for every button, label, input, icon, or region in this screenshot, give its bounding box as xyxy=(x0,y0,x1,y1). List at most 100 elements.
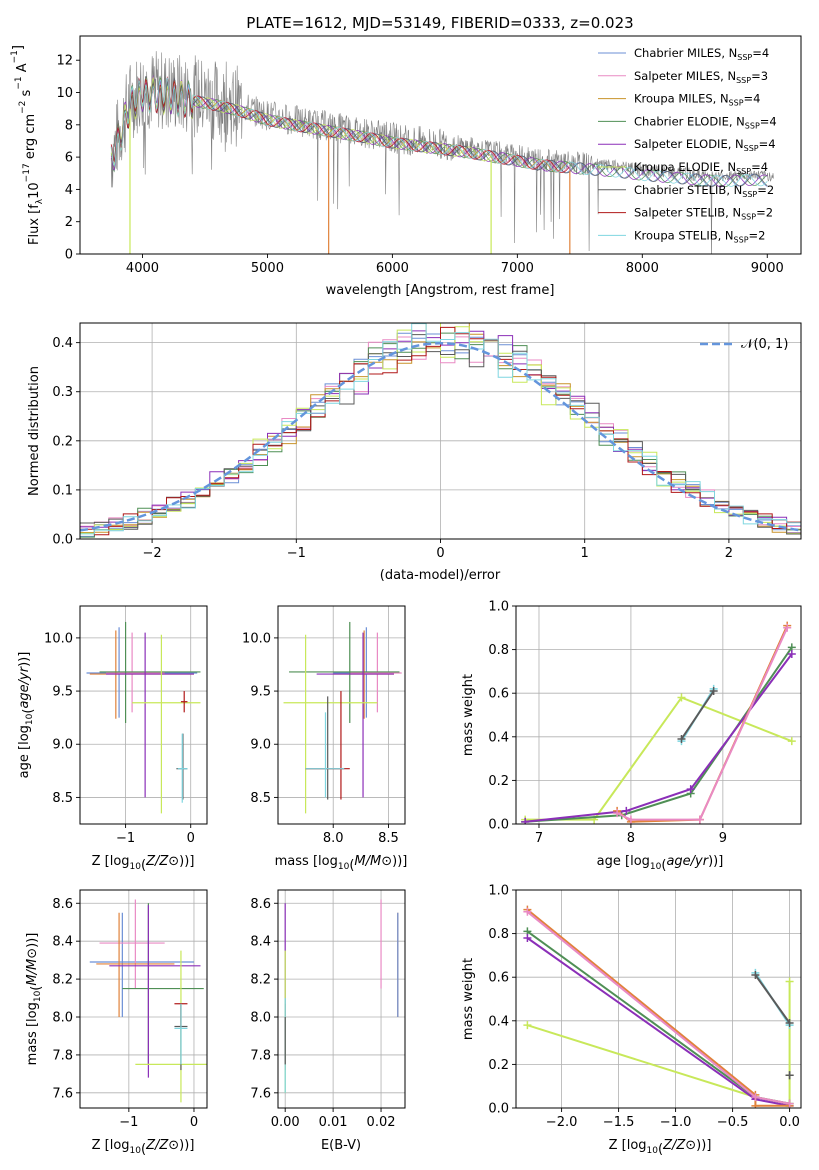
y-tick-label: 7.6 xyxy=(52,1086,73,1101)
weight-marker xyxy=(785,1018,794,1027)
x-tick-label: 1 xyxy=(581,546,589,561)
x-tick-label: 8 xyxy=(627,831,635,846)
model-spectrum xyxy=(110,76,570,173)
axes-frame xyxy=(79,889,208,1109)
model-spectrum xyxy=(110,76,768,187)
z-weight-axes: −2.0 −1.5 −1.0 −0.5 0.0 0.0 0.2 0.4 0.6 0.8 1.0 Z [… xyxy=(461,884,802,1157)
plot-area xyxy=(80,323,801,538)
y-tick-label: 9.0 xyxy=(52,738,73,753)
y-tick-label: 0 xyxy=(65,248,73,263)
model-spectrum xyxy=(110,77,768,187)
x-tick-label: 0.0 xyxy=(779,1115,800,1130)
plot-area xyxy=(521,621,796,824)
spectrum-axes: 4000 5000 6000 7000 8000 9000 0 2 4 6 8 10 12 Chabrie… xyxy=(10,35,802,298)
plot-area xyxy=(86,621,201,814)
weight-marker xyxy=(677,693,686,702)
weight-marker xyxy=(677,734,686,743)
normal-curve xyxy=(80,341,801,532)
ebv-mass-axes: 0.00 0.01 0.02 7.6 7.8 8.0 8.2 8.4 8.6 E(B-V) xyxy=(250,889,406,1153)
weight-marker xyxy=(787,737,796,746)
y-tick-label: 8.5 xyxy=(250,791,271,806)
y-tick-label: 0.0 xyxy=(488,1102,509,1117)
legend-label: Chabrier ELODIE, NSSP=4 xyxy=(634,114,777,130)
weight-marker xyxy=(751,1093,760,1102)
x-tick-label: 6000 xyxy=(376,261,409,276)
weight-marker xyxy=(521,817,530,824)
y-tick-label: 8.5 xyxy=(52,791,73,806)
weight-marker xyxy=(613,809,622,818)
y-tick-label: 9.0 xyxy=(250,738,271,753)
x-tick-label: 8000 xyxy=(626,261,659,276)
z-age-axes: −1 0 8.5 9.0 9.5 10.0 Z [log10(Z/Z⊙))] age [log… xyxy=(17,605,208,873)
weight-marker xyxy=(783,623,792,632)
y-tick-label: 8.4 xyxy=(52,935,73,950)
y-tick-label: 0.4 xyxy=(488,730,509,745)
y-tick-label: 7.8 xyxy=(52,1048,73,1063)
x-tick-label: 0 xyxy=(190,1115,198,1130)
weight-marker xyxy=(622,806,631,815)
y-tick-label: 10.0 xyxy=(242,631,271,646)
plot-area xyxy=(283,621,402,814)
y-tick-label: 7.8 xyxy=(250,1048,271,1063)
x-tick-label: −1 xyxy=(116,831,135,846)
y-tick-label: 1.0 xyxy=(488,600,509,615)
x-tick-label: 9 xyxy=(719,831,727,846)
y-tick-label: 8.6 xyxy=(52,897,73,912)
legend-label: Chabrier STELIB, NSSP=2 xyxy=(634,183,774,199)
plot-area xyxy=(110,51,774,254)
y-tick-label: 8.0 xyxy=(250,1011,271,1026)
weight-line xyxy=(525,646,793,823)
histogram-axes: −2 −1 0 1 2 0.0 0.1 0.2 0.3 0.4 𝒩(0, 1) (data-model… xyxy=(27,322,802,583)
x-tick-label: 8.5 xyxy=(378,831,399,846)
y-axis-label: mass weight xyxy=(461,674,476,756)
x-tick-label: −1 xyxy=(119,1115,138,1130)
x-tick-label: 4000 xyxy=(126,261,159,276)
x-tick-label: 9000 xyxy=(751,261,784,276)
y-tick-label: 9.5 xyxy=(250,685,271,700)
weight-marker xyxy=(523,1021,532,1030)
weight-line xyxy=(680,690,715,740)
histogram-step xyxy=(80,323,801,535)
weight-line xyxy=(754,974,791,1024)
y-axis-label: Normed distribution xyxy=(27,366,42,496)
legend-label: Salpeter STELIB, NSSP=2 xyxy=(634,206,773,222)
y-tick-label: 0.6 xyxy=(488,971,509,986)
weight-marker xyxy=(695,815,704,824)
mass-age-axes: 8.0 8.5 8.5 9.0 9.5 10.0 mass [log10(M/M⊙))] xyxy=(242,605,407,873)
y-tick-label: 0.2 xyxy=(488,1058,509,1073)
weight-marker xyxy=(626,815,635,824)
figure-title: PLATE=1612, MJD=53149, FIBERID=0333, z=0… xyxy=(246,14,633,32)
x-tick-label: 7 xyxy=(535,831,543,846)
y-tick-label: 8 xyxy=(65,118,73,133)
y-tick-label: 8.6 xyxy=(250,897,271,912)
x-tick-label: −2 xyxy=(143,546,162,561)
x-axis-label: age [log10(age/yr))] xyxy=(597,854,724,873)
legend-label: Chabrier MILES, NSSP=4 xyxy=(634,46,769,62)
y-tick-label: 0.1 xyxy=(52,483,73,498)
y-tick-label: 10.0 xyxy=(44,631,73,646)
weight-marker xyxy=(787,649,796,658)
axes-frame xyxy=(79,35,802,255)
axes-frame xyxy=(515,889,802,1109)
legend-label: 𝒩(0, 1) xyxy=(741,337,788,352)
y-tick-label: 4 xyxy=(65,183,73,198)
plot-area xyxy=(89,899,207,1103)
weight-marker xyxy=(785,1071,794,1080)
y-tick-label: 0.8 xyxy=(488,643,509,658)
legend-label: Salpeter ELODIE, NSSP=4 xyxy=(634,137,776,153)
y-tick-label: 1.0 xyxy=(488,884,509,899)
weight-line xyxy=(525,653,793,823)
legend-label: Salpeter MILES, NSSP=3 xyxy=(634,69,768,85)
weight-line xyxy=(616,627,789,821)
z-mass-axes: −1 0 7.6 7.8 8.0 8.2 8.4 8.6 Z [log10(Z/Z⊙))] mas… xyxy=(25,889,208,1157)
x-tick-label: −1 xyxy=(287,546,306,561)
weight-marker xyxy=(751,971,760,980)
plot-area xyxy=(284,899,399,1093)
legend-label: Kroupa MILES, NSSP=4 xyxy=(634,92,760,108)
x-tick-label: −1.0 xyxy=(660,1115,692,1130)
weight-marker xyxy=(523,933,532,942)
x-tick-label: −0.5 xyxy=(717,1115,749,1130)
axes-frame xyxy=(277,889,406,1109)
y-tick-label: 8.4 xyxy=(250,935,271,950)
